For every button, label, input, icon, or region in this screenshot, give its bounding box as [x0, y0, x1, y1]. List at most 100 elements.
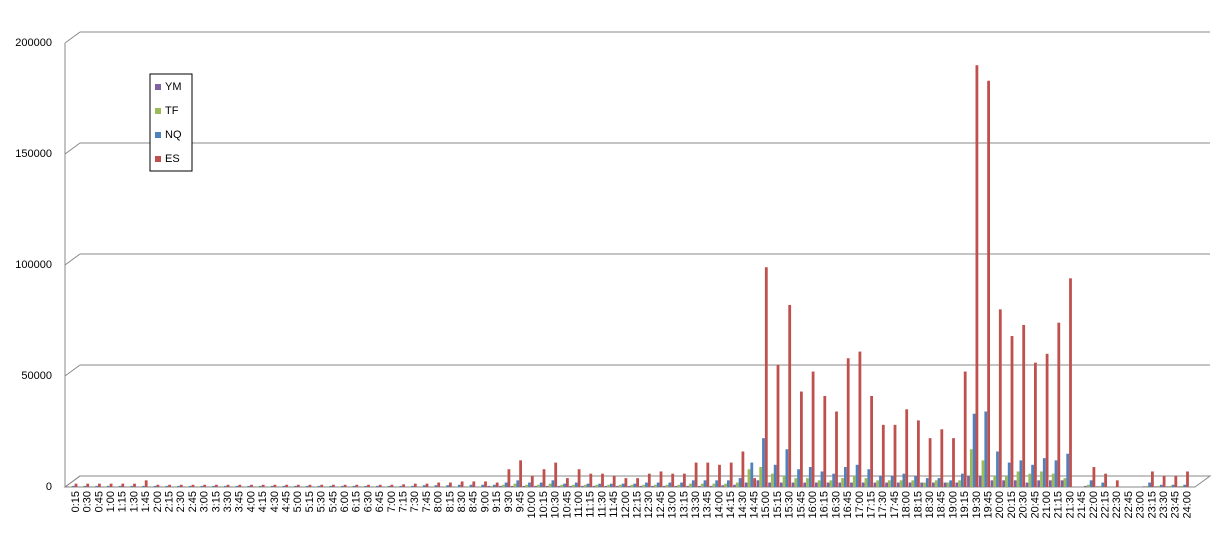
bar: [408, 486, 412, 487]
legend-swatch: [155, 108, 161, 114]
bar: [1162, 475, 1166, 487]
x-tick-label: 8:00: [433, 491, 445, 512]
bar: [186, 486, 189, 487]
x-tick-label: 5:00: [292, 491, 304, 512]
bar: [782, 475, 786, 487]
x-tick-label: 14:30: [737, 491, 749, 519]
bar: [785, 449, 789, 487]
bar: [993, 475, 997, 487]
bar: [686, 485, 690, 487]
bar: [481, 484, 485, 487]
bar: [259, 485, 262, 487]
bar: [773, 464, 777, 487]
bar: [794, 478, 798, 487]
bar: [411, 485, 414, 487]
bar: [261, 484, 265, 487]
x-tick-label: 20:45: [1029, 491, 1041, 519]
bar: [712, 483, 716, 487]
legend-swatch: [155, 132, 161, 138]
bar: [1042, 458, 1046, 487]
bar: [384, 486, 388, 487]
x-tick-label: 11:00: [573, 491, 585, 518]
bar: [867, 469, 871, 487]
bar: [168, 484, 171, 487]
x-tick-label: 4:15: [257, 491, 269, 512]
bar: [841, 478, 844, 487]
bar: [501, 484, 505, 487]
x-tick-label: 7:45: [421, 491, 433, 512]
bar: [756, 480, 760, 487]
x-tick-label: 4:45: [281, 491, 293, 512]
bar: [200, 485, 204, 487]
bar: [106, 485, 110, 487]
bar: [659, 471, 663, 487]
x-tick-label: 18:15: [912, 491, 924, 519]
bar: [1016, 471, 1020, 487]
bar: [162, 486, 166, 487]
bar: [449, 482, 452, 487]
bar: [174, 486, 178, 487]
x-tick-label: 9:15: [491, 491, 503, 512]
bar: [83, 485, 87, 487]
bar: [244, 486, 248, 487]
bar: [513, 483, 517, 487]
bar: [1025, 482, 1029, 487]
bar: [577, 469, 581, 487]
legend-box: [149, 73, 193, 172]
bar: [1171, 484, 1175, 487]
bar: [130, 485, 134, 487]
bar: [490, 485, 493, 487]
bar: [864, 478, 868, 487]
bar: [209, 486, 213, 487]
bar: [191, 484, 195, 487]
legend-label: NQ: [165, 129, 182, 141]
bar: [534, 485, 537, 487]
bar: [1005, 475, 1008, 487]
bar: [212, 485, 215, 487]
bar: [554, 462, 558, 487]
x-tick-label: 15:00: [760, 491, 772, 519]
bar: [946, 482, 950, 487]
bar: [303, 486, 306, 487]
legend-swatch: [155, 156, 161, 162]
bar: [823, 395, 827, 487]
bar: [873, 482, 877, 487]
x-tick-label: 21:00: [1041, 491, 1053, 519]
bar: [1063, 478, 1067, 487]
bar: [691, 480, 695, 487]
bar: [925, 478, 929, 487]
bar: [934, 480, 938, 487]
bar: [431, 486, 435, 487]
x-tick-label: 9:00: [479, 491, 491, 512]
bar: [1084, 485, 1087, 487]
bar: [589, 473, 593, 487]
x-tick-label: 17:15: [866, 491, 878, 519]
bar: [457, 484, 461, 487]
bar: [247, 485, 251, 487]
x-tick-label: 18:45: [936, 491, 948, 519]
bar: [434, 485, 438, 487]
bar: [1098, 485, 1102, 487]
bar: [677, 484, 681, 487]
bar: [586, 483, 590, 487]
legend: YM TF NQ ES: [149, 73, 193, 172]
grid-line-side: [64, 142, 81, 155]
bar: [308, 484, 312, 487]
bar: [504, 482, 508, 487]
bar: [671, 473, 675, 487]
bar: [662, 485, 666, 487]
bar: [583, 484, 587, 487]
bar: [1069, 278, 1072, 487]
bar: [156, 484, 160, 487]
legend-label: TF: [165, 105, 179, 117]
legend-label: ES: [165, 153, 180, 165]
bar: [153, 485, 157, 487]
x-tick-label: 1:00: [105, 491, 117, 512]
bar: [581, 485, 584, 487]
bar: [1145, 485, 1149, 487]
bar: [1066, 453, 1070, 487]
bar: [768, 482, 771, 487]
x-tick-label: 13:00: [667, 491, 679, 519]
bar: [621, 483, 625, 487]
bar: [612, 475, 616, 487]
